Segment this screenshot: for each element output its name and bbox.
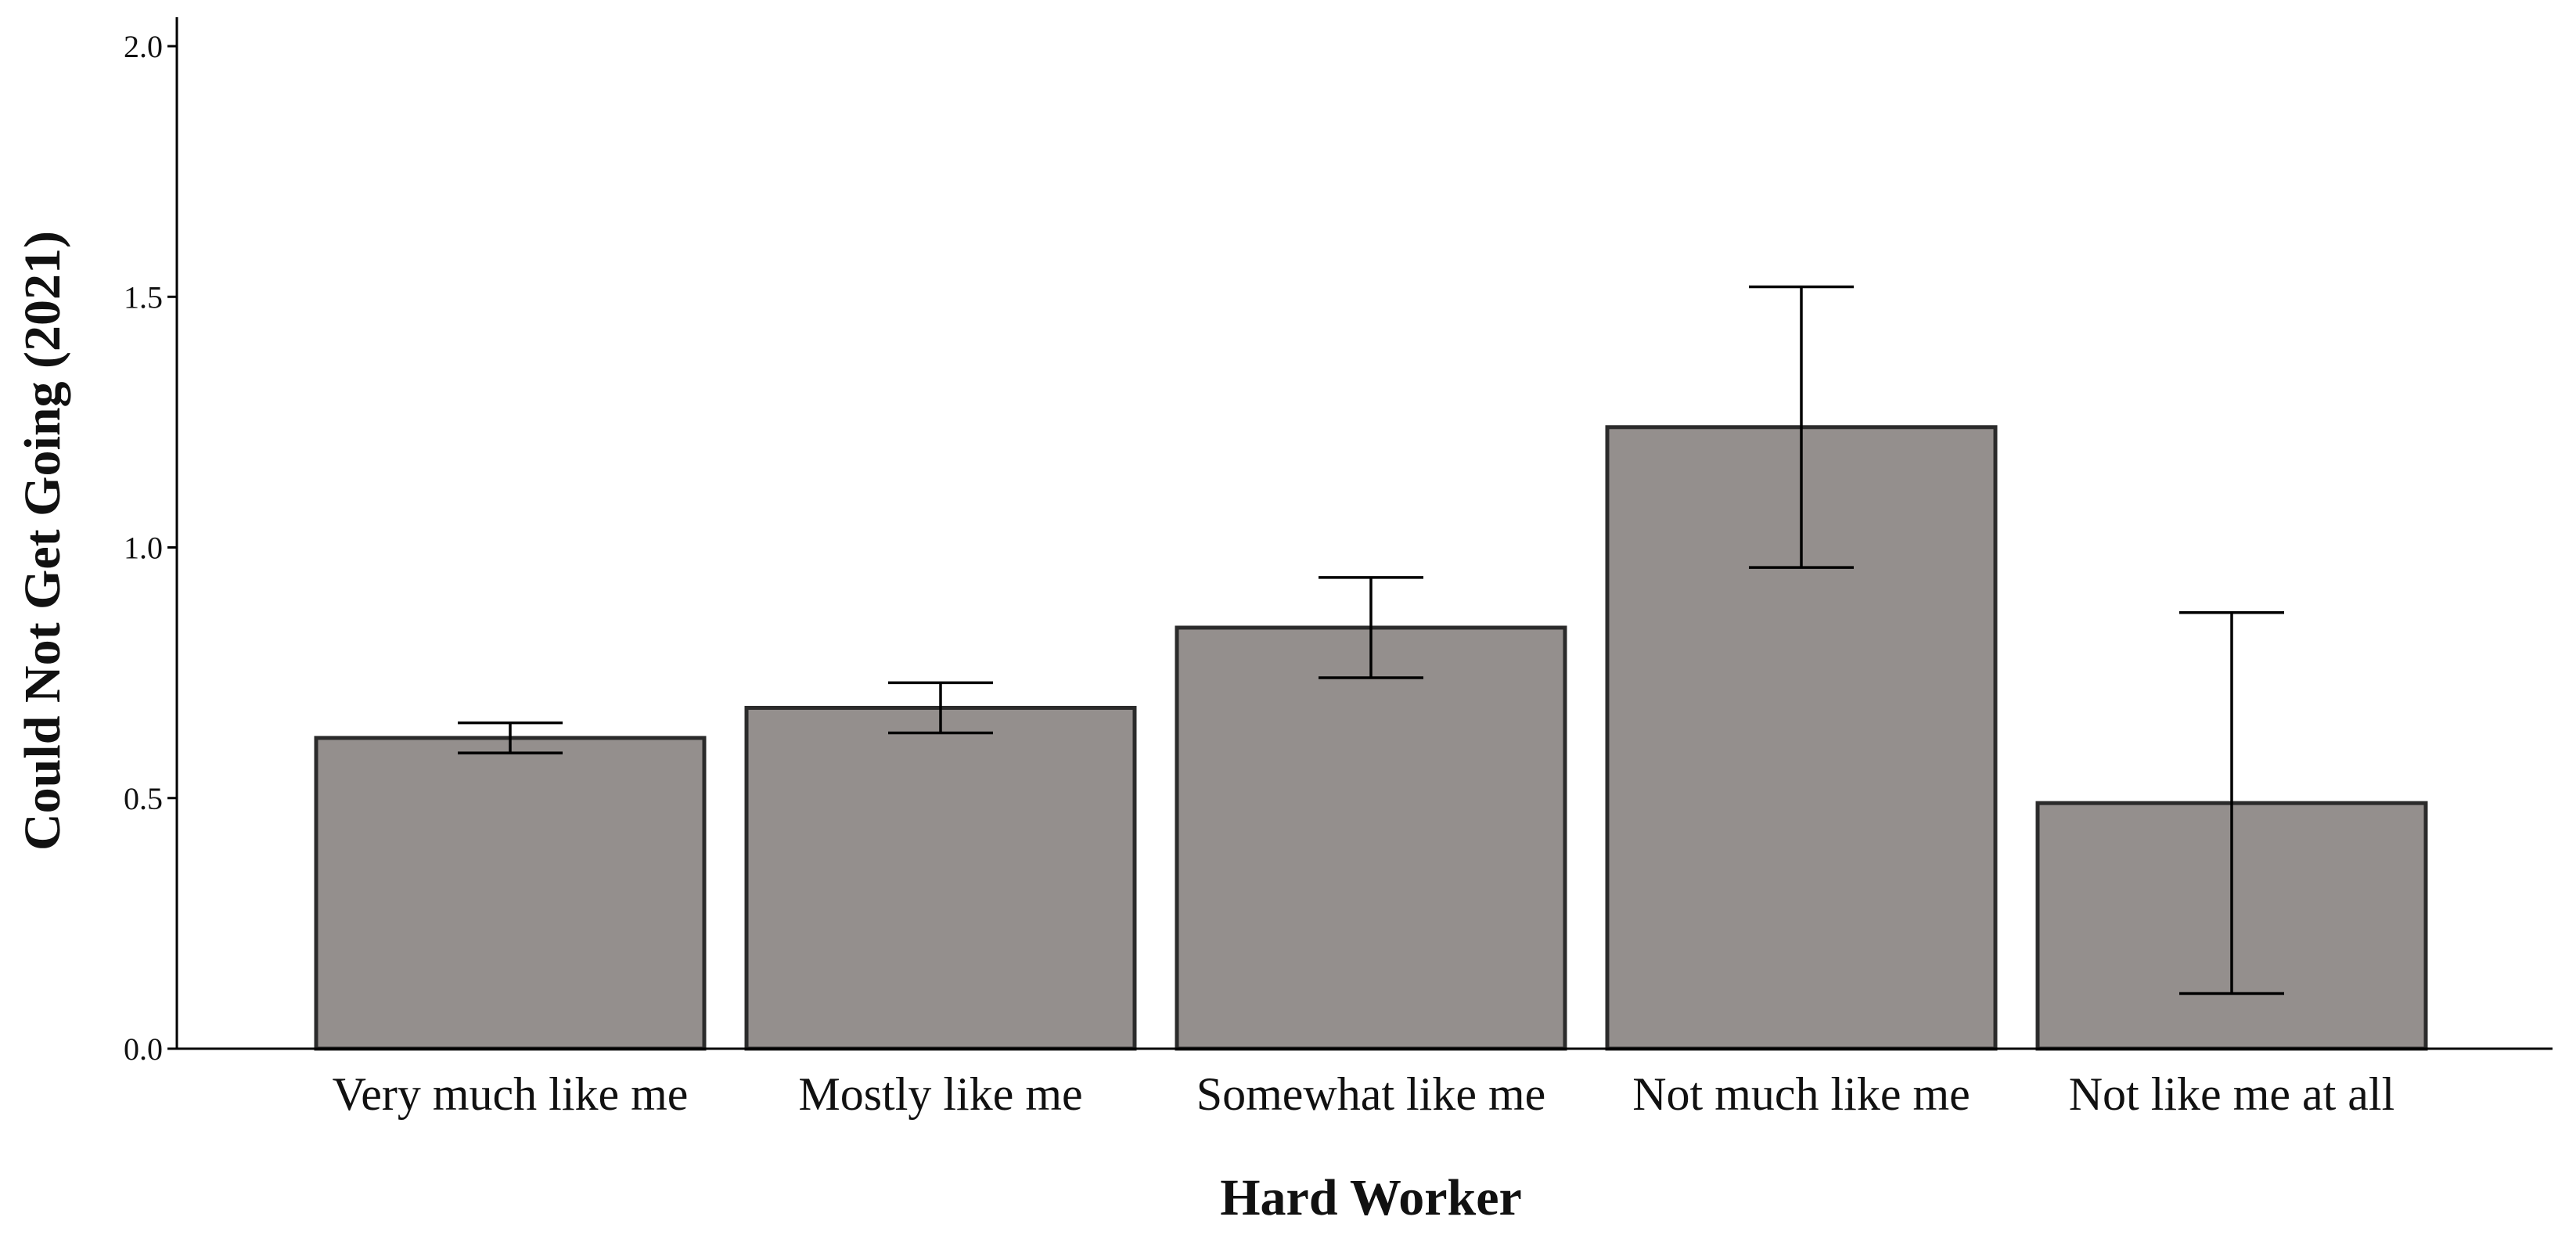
x-ticks-layer: Very much like me Mostly like me Somewhat … bbox=[333, 1068, 2395, 1120]
x-tick-label: Very much like me bbox=[333, 1068, 689, 1120]
x-axis-title: Hard Worker bbox=[1220, 1169, 1522, 1226]
y-tick-label: 1.5 bbox=[124, 279, 163, 315]
x-tick-label: Mostly like me bbox=[798, 1068, 1082, 1120]
y-tick-label: 0.0 bbox=[124, 1031, 163, 1067]
y-tick-label: 2.0 bbox=[124, 29, 163, 64]
y-tick-label: 0.5 bbox=[124, 781, 163, 816]
axes-layer bbox=[175, 17, 2553, 1050]
x-tick-label: Somewhat like me bbox=[1196, 1068, 1546, 1120]
bar bbox=[1175, 625, 1567, 1051]
bar bbox=[744, 705, 1137, 1051]
bars-layer bbox=[314, 425, 2428, 1051]
y-tick-label: 1.0 bbox=[124, 531, 163, 566]
x-tick-label: Not like me at all bbox=[2069, 1068, 2395, 1120]
error-bars-layer bbox=[458, 285, 2284, 995]
bar bbox=[314, 736, 707, 1051]
y-ticks-layer: 0.0 0.5 1.0 1.5 2.0 bbox=[124, 29, 177, 1067]
x-tick-label: Not much like me bbox=[1632, 1068, 1970, 1120]
y-axis-title: Could Not Get Going (2021) bbox=[14, 231, 71, 851]
